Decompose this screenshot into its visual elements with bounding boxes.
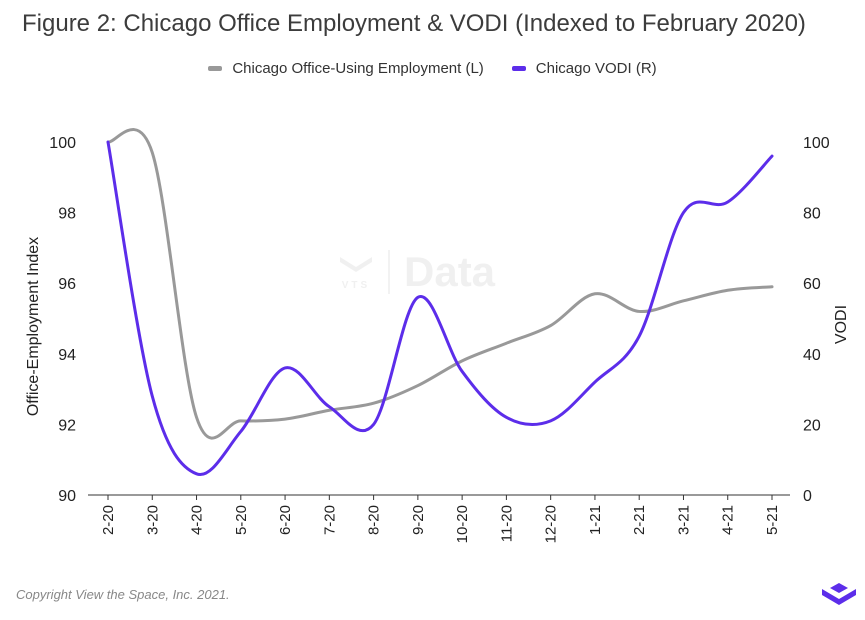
x-tick-label: 3-20 [144,505,161,535]
x-tick-label: 12-20 [543,505,560,543]
chart-title: Figure 2: Chicago Office Employment & VO… [22,10,806,37]
watermark-text: Data [404,248,496,295]
y-right-tick-label: 40 [803,347,821,364]
y-left-tick-label: 100 [49,135,76,152]
y-left-tick-label: 96 [58,276,76,293]
legend-label-employment: Chicago Office-Using Employment (L) [232,60,484,77]
x-tick-label: 1-21 [587,505,604,535]
y-right-axis-label: VODI [833,305,850,344]
x-tick-label: 8-20 [366,505,383,535]
x-tick-label: 11-20 [498,505,515,542]
y-right-tick-label: 80 [803,206,821,223]
x-tick-label: 4-20 [189,505,206,535]
series-line-employment [106,128,774,440]
chart-legend: Chicago Office-Using Employment (L) Chic… [0,60,865,77]
watermark-brand: VTS [341,280,371,291]
x-tick-label: 5-21 [764,505,781,535]
watermark-logo: VTS [338,253,374,291]
x-tick-label: 6-20 [277,505,294,535]
y-left-tick-label: 94 [58,347,76,364]
y-right-tick-label: 0 [803,488,812,505]
y-left-axis-label: Office-Employment Index [25,237,42,416]
y-right-tick-label: 20 [803,417,821,434]
watermark-separator [388,250,390,294]
x-tick-label: 9-20 [410,505,427,535]
legend-swatch-employment [208,66,223,71]
vts-chevron-logo-icon [820,583,858,616]
legend-item-employment: Chicago Office-Using Employment (L) [208,60,484,77]
y-right-tick-label: 100 [803,135,830,152]
y-left-tick-label: 98 [58,206,76,223]
x-tick-label: 10-20 [454,505,471,543]
x-tick-label: 3-21 [675,505,692,535]
legend-item-vodi: Chicago VODI (R) [511,60,657,77]
legend-swatch-vodi [511,66,526,71]
legend-label-vodi: Chicago VODI (R) [535,60,657,77]
x-tick-label: 5-20 [233,505,250,535]
x-tick-label: 4-21 [720,505,737,535]
series-line-vodi [106,140,774,476]
y-right-tick-label: 60 [803,276,821,293]
vts-data-watermark: VTS Data [338,248,495,296]
x-tick-label: 7-20 [321,505,338,535]
y-left-tick-label: 90 [58,488,76,505]
x-tick-label: 2-20 [100,505,117,535]
copyright-text: Copyright View the Space, Inc. 2021. [16,587,230,602]
watermark-chevron-icon [340,257,372,272]
y-left-tick-label: 92 [58,417,76,434]
x-tick-label: 2-21 [631,505,648,535]
